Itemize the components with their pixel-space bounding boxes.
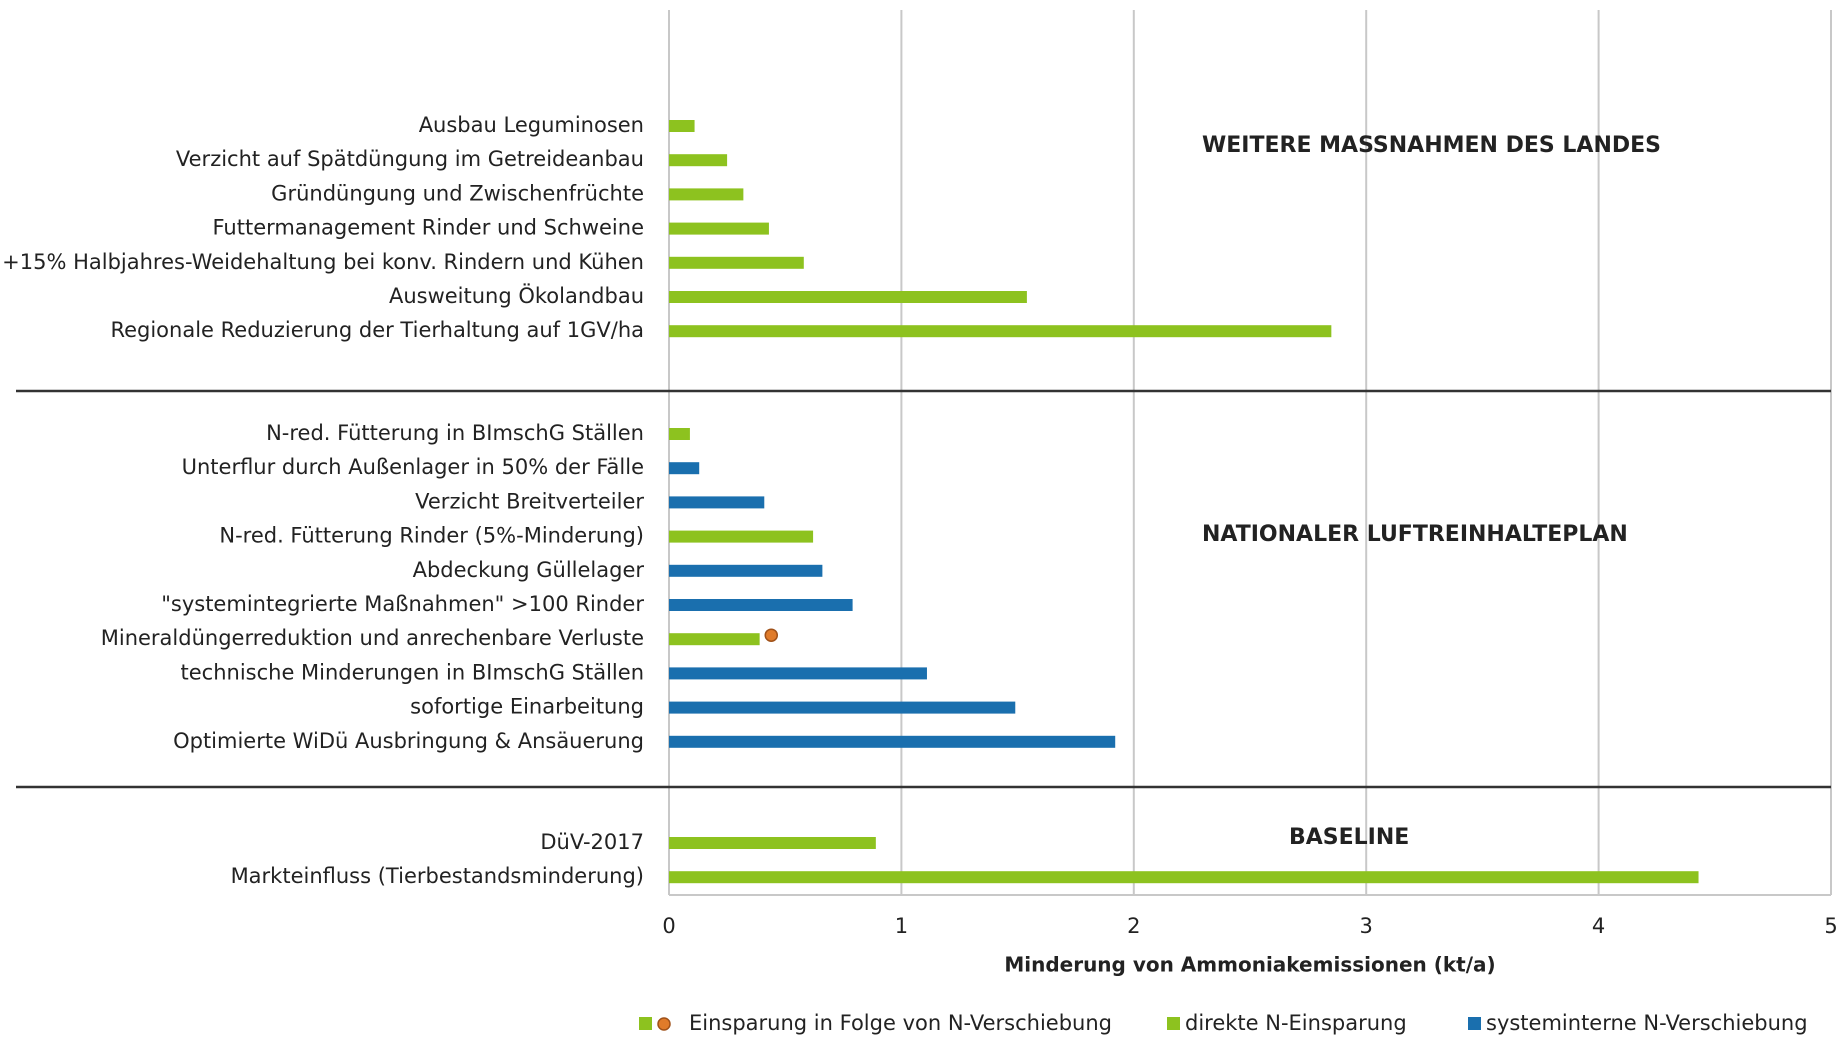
x-tick-label: 4 (1592, 914, 1605, 938)
group-label: BASELINE (1289, 825, 1409, 850)
bar (669, 462, 700, 475)
y-tick-label: Ausweitung Ökolandbau (389, 283, 644, 308)
y-tick-label: N-red. Fütterung in BImschG Ställen (266, 421, 644, 445)
legend-swatch (657, 1017, 671, 1031)
x-axis-title: Minderung von Ammoniakemissionen (kt/a) (1004, 953, 1495, 977)
bar (669, 154, 728, 167)
y-tick-label: Mineraldüngerreduktion und anrechenbare … (101, 626, 644, 650)
marker (764, 628, 779, 642)
y-tick-label: Verzicht Breitverteiler (415, 489, 644, 513)
legend-label: systeminterne N-Verschiebung (1486, 1011, 1808, 1035)
y-tick-label: +15% Halbjahres-Weidehaltung bei konv. R… (2, 250, 644, 274)
legend-swatch (1167, 1017, 1180, 1030)
y-tick-label: Verzicht auf Spätdüngung im Getreideanba… (176, 147, 644, 171)
bar (669, 701, 1016, 714)
bar (669, 871, 1699, 884)
y-tick-label: N-red. Fütterung Rinder (5%-Minderung) (219, 524, 644, 548)
y-tick-label: DüV-2017 (540, 830, 644, 854)
bar (669, 496, 765, 509)
y-tick-label: Ausbau Leguminosen (419, 113, 644, 137)
y-tick-label: Regionale Reduzierung der Tierhaltung au… (110, 318, 644, 342)
y-tick-label: Gründüngung und Zwischenfrüchte (271, 181, 644, 205)
bar (669, 633, 760, 646)
bar (669, 599, 853, 611)
group-label: WEITERE MASSNAHMEN DES LANDES (1202, 133, 1661, 158)
y-tick-label: Abdeckung Güllelager (413, 558, 645, 582)
legend-label: Einsparung in Folge von N-Verschiebung (689, 1011, 1112, 1035)
bar (669, 291, 1027, 303)
bar (669, 256, 804, 269)
x-tick-label: 2 (1127, 914, 1140, 938)
y-tick-label: "systemintegrierte Maßnahmen" >100 Rinde… (161, 592, 644, 616)
bar (669, 837, 876, 849)
y-tick-label: Markteinfluss (Tierbestandsminderung) (231, 864, 644, 888)
x-tick-label: 3 (1360, 914, 1373, 938)
x-tick-label: 1 (895, 914, 908, 938)
bar (669, 120, 695, 132)
bar (669, 222, 769, 235)
y-tick-label: Optimierte WiDü Ausbringung & Ansäuerung (173, 729, 644, 753)
x-tick-label: 0 (662, 914, 675, 938)
bar (669, 188, 744, 201)
legend-swatch (639, 1017, 652, 1030)
bar (669, 564, 823, 577)
x-tick-label: 5 (1824, 914, 1837, 938)
y-tick-label: Unterflur durch Außenlager in 50% der Fä… (182, 455, 644, 479)
y-tick-label: sofortige Einarbeitung (410, 695, 644, 719)
y-tick-label: technische Minderungen in BImschG Ställe… (181, 660, 645, 684)
y-tick-label: Futtermanagement Rinder und Schweine (212, 216, 644, 240)
bar (669, 667, 927, 680)
bar (669, 325, 1332, 338)
group-label: NATIONALER LUFTREINHALTEPLAN (1202, 522, 1628, 547)
bar (669, 735, 1116, 748)
legend-swatch (1468, 1017, 1481, 1030)
bar (669, 428, 690, 440)
bar (669, 530, 814, 543)
legend-label: direkte N-Einsparung (1185, 1011, 1407, 1035)
